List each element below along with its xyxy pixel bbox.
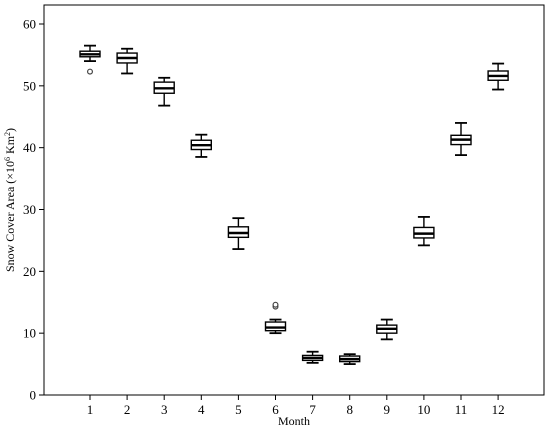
- outlier-point: [86, 68, 93, 75]
- box-month-10: [413, 216, 435, 247]
- box-month-2: [116, 47, 138, 75]
- x-tick-label: 11: [455, 402, 468, 417]
- x-tick-label: 9: [384, 402, 391, 417]
- box-month-11: [450, 122, 472, 156]
- plot-frame: [43, 4, 545, 396]
- outlier-point: [272, 301, 279, 308]
- x-tick-label: 8: [346, 402, 353, 417]
- y-tick-label: 10: [23, 326, 36, 341]
- x-tick-label: 7: [309, 402, 316, 417]
- x-tick-label: 4: [198, 402, 205, 417]
- x-tick-label: 6: [272, 402, 279, 417]
- y-tick-label: 60: [23, 17, 36, 32]
- box-month-9: [376, 318, 398, 341]
- box-month-4: [190, 133, 213, 158]
- box-month-1: [79, 44, 101, 75]
- x-tick-label: 2: [124, 402, 131, 417]
- x-tick-label: 12: [492, 402, 505, 417]
- y-tick-label: 0: [30, 388, 37, 403]
- y-tick-label: 30: [23, 202, 36, 217]
- box-month-7: [301, 350, 324, 364]
- x-tick-label: 10: [417, 402, 430, 417]
- x-tick-label: 3: [161, 402, 168, 417]
- box-month-3: [153, 76, 175, 107]
- box-series: [79, 44, 509, 365]
- x-axis: 1 2 3 4 5 6 7 8 9 10 11 12: [87, 395, 505, 417]
- x-tick-label: 5: [235, 402, 242, 417]
- y-tick-label: 20: [23, 264, 36, 279]
- box-month-5: [227, 217, 250, 250]
- y-axis-title: Snow Cover Area (×106 Km2): [3, 128, 18, 272]
- box-month-8: [339, 353, 361, 365]
- y-tick-label: 40: [23, 140, 36, 155]
- box-month-6: [264, 301, 287, 335]
- y-tick-label: 50: [23, 78, 36, 93]
- box: [264, 321, 287, 332]
- x-axis-title: Month: [278, 414, 310, 428]
- y-axis: 0 10 20 30 40 50 60: [23, 17, 44, 403]
- x-tick-label: 1: [87, 402, 94, 417]
- box-month-12: [487, 62, 509, 91]
